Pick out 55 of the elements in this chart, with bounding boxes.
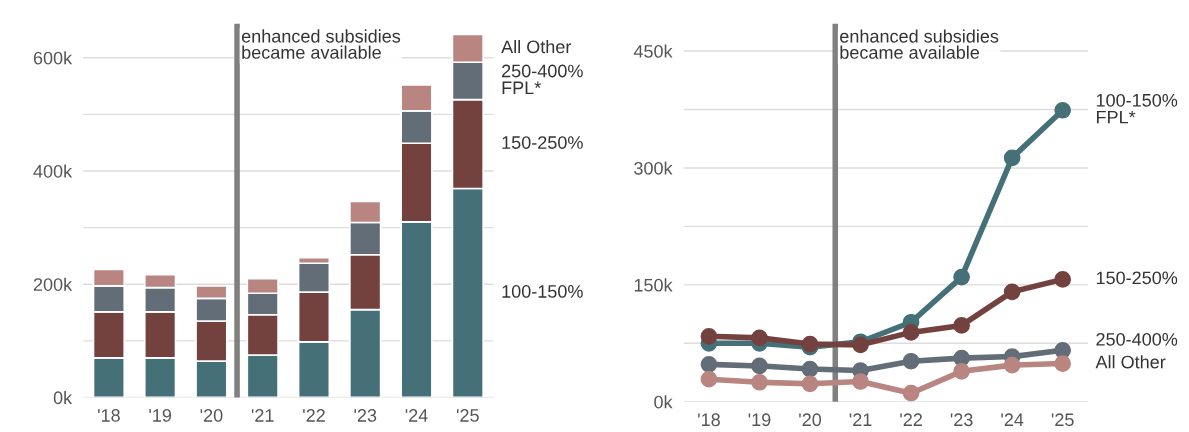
x-tick-label: '24 bbox=[1001, 413, 1024, 426]
point bbox=[852, 373, 869, 390]
x-tick-label: '21 bbox=[251, 409, 274, 422]
series-label: 250-400% FPL* bbox=[502, 64, 583, 95]
point bbox=[1054, 101, 1072, 119]
series-label: 250-400% bbox=[1096, 332, 1178, 346]
y-tick-label: 400k bbox=[33, 164, 73, 178]
x-tick-label: '23 bbox=[354, 409, 377, 422]
series-label: All Other bbox=[501, 39, 572, 54]
point bbox=[801, 360, 819, 378]
x-tick-label: '25 bbox=[456, 409, 479, 422]
point bbox=[1054, 355, 1072, 372]
x-tick-label: '21 bbox=[849, 413, 872, 426]
ref-line-label: enhanced subsidies became available bbox=[241, 29, 401, 59]
point bbox=[700, 370, 718, 388]
point bbox=[700, 356, 718, 373]
point bbox=[700, 327, 718, 345]
x-tick-label: '23 bbox=[950, 413, 973, 427]
point bbox=[953, 363, 970, 380]
x-tick-label: '25 bbox=[1051, 413, 1074, 427]
y-tick-label: 200k bbox=[33, 277, 73, 291]
x-tick-label: '20 bbox=[799, 413, 822, 427]
ref-line-label: enhanced subsidies became available bbox=[840, 29, 999, 59]
x-tick-label: '18 bbox=[98, 409, 120, 422]
x-tick-label: '22 bbox=[303, 409, 325, 422]
point bbox=[1003, 149, 1021, 167]
x-tick-label: '18 bbox=[698, 413, 720, 427]
series-label: 100-150% FPL* bbox=[1096, 93, 1178, 124]
point bbox=[751, 373, 768, 391]
point bbox=[1054, 271, 1072, 288]
point bbox=[902, 324, 920, 341]
series-label: 150-250% bbox=[1096, 271, 1178, 285]
point bbox=[801, 375, 819, 393]
series-label: All Other bbox=[1095, 355, 1166, 369]
point bbox=[953, 317, 970, 334]
series-label: 150-250% bbox=[502, 136, 583, 149]
y-tick-label: 450k bbox=[633, 44, 673, 58]
x-tick-label: '19 bbox=[748, 413, 771, 427]
point bbox=[902, 384, 920, 402]
x-tick-label: '22 bbox=[900, 413, 922, 426]
point bbox=[1003, 283, 1021, 301]
y-tick-label: 300k bbox=[634, 161, 673, 175]
y-tick-label: 0k bbox=[654, 395, 673, 409]
x-tick-label: '19 bbox=[149, 409, 172, 422]
x-tick-label: '24 bbox=[405, 409, 428, 422]
point bbox=[751, 357, 768, 375]
point bbox=[902, 352, 920, 370]
y-tick-label: 150k bbox=[634, 278, 673, 292]
x-tick-label: '20 bbox=[200, 409, 223, 422]
point bbox=[1003, 356, 1021, 374]
point bbox=[751, 329, 768, 347]
y-tick-label: 0k bbox=[53, 390, 73, 405]
y-tick-label: 600k bbox=[33, 51, 73, 65]
series-label: 100-150% bbox=[502, 285, 583, 298]
point bbox=[953, 268, 970, 286]
